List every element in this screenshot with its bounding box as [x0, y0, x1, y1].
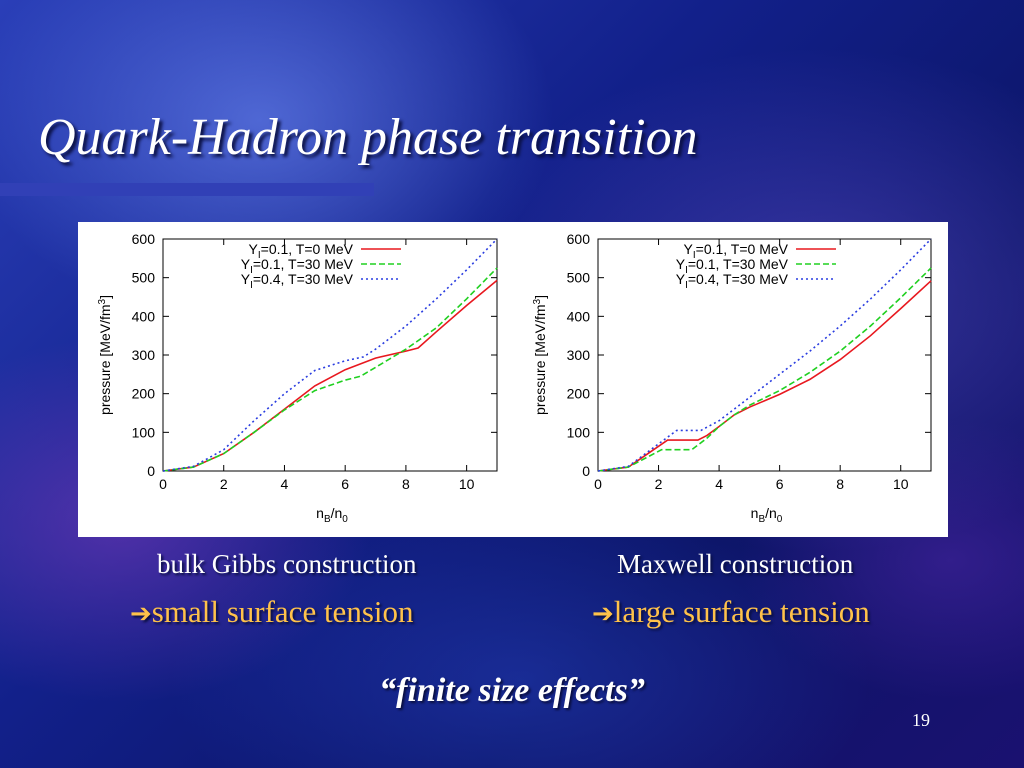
x-axis-label: nB/n0: [751, 505, 783, 525]
series-line-2: [597, 267, 932, 472]
y-tick-label: 400: [567, 308, 591, 324]
series-line-1: [162, 279, 498, 472]
legend-label: YI=0.4, T=30 MeV: [676, 271, 789, 291]
series-line-1: [597, 280, 932, 472]
x-tick-label: 10: [893, 476, 909, 492]
y-axis-label: pressure [MeV/fm3]: [532, 295, 548, 415]
right-arrow-icon: ➔: [592, 599, 614, 629]
series-line-3: [597, 238, 932, 472]
right-caption-effect: ➔large surface tension: [592, 594, 870, 630]
series-line-3: [162, 238, 498, 472]
plots-svg: 0 2 4 6 8 100100200300400500600nB/n0pressure …: [97, 231, 932, 525]
x-tick-label: 8: [836, 476, 844, 492]
y-tick-label: 300: [567, 347, 591, 363]
x-tick-label: 2: [655, 476, 663, 492]
slide-title: Quark-Hadron phase transition: [38, 109, 698, 166]
right-effect-text: large surface tension: [613, 594, 870, 629]
y-tick-label: 300: [132, 347, 156, 363]
x-tick-label: 6: [341, 476, 349, 492]
y-tick-label: 400: [132, 308, 156, 324]
left-caption-effect: ➔small surface tension: [130, 594, 414, 630]
x-tick-label: 4: [281, 476, 289, 492]
x-tick-label: 10: [459, 476, 475, 492]
x-tick-label: 6: [776, 476, 784, 492]
x-tick-label: 0: [594, 476, 602, 492]
right-caption-title: Maxwell construction: [617, 549, 854, 579]
y-tick-label: 200: [132, 386, 156, 402]
x-tick-label: 2: [220, 476, 228, 492]
legend-label: YI=0.1, T=0 MeV: [249, 241, 354, 261]
y-tick-label: 0: [582, 463, 590, 479]
chart-2: 0 2 4 6 8 100100200300400500600nB/n0pressure …: [532, 231, 932, 525]
x-tick-label: 8: [402, 476, 410, 492]
finite-size-quote: “finite size effects”: [379, 672, 645, 709]
left-effect-text: small surface tension: [151, 594, 414, 629]
legend-label: YI=0.1, T=30 MeV: [676, 256, 789, 276]
y-tick-label: 100: [132, 424, 156, 440]
x-axis-label: nB/n0: [316, 505, 348, 525]
series-line-2: [162, 267, 498, 472]
page-number: 19: [912, 710, 930, 730]
plots-panel: 0 2 4 6 8 10 0 100 200 300 400 500 600 nB/n0 pressure …: [78, 222, 948, 537]
y-tick-label: 500: [567, 270, 591, 286]
y-tick-label: 0: [147, 463, 155, 479]
right-arrow-icon: ➔: [130, 599, 152, 629]
legend-label: YI=0.1, T=0 MeV: [684, 241, 789, 261]
y-tick-label: 100: [567, 424, 591, 440]
y-tick-label: 600: [567, 231, 591, 247]
title-underline-bar: [0, 183, 374, 196]
x-tick-label: 0: [159, 476, 167, 492]
legend-label: YI=0.4, T=30 MeV: [241, 271, 354, 291]
left-caption-title: bulk Gibbs construction: [157, 549, 417, 579]
legend-label: YI=0.1, T=30 MeV: [241, 256, 354, 276]
y-tick-label: 600: [132, 231, 156, 247]
y-axis-label: pressure [MeV/fm3]: [97, 295, 113, 415]
y-tick-label: 500: [132, 270, 156, 286]
x-tick-label: 4: [715, 476, 723, 492]
chart-1: 0 2 4 6 8 100100200300400500600nB/n0pressure …: [97, 231, 498, 525]
y-tick-label: 200: [567, 386, 591, 402]
